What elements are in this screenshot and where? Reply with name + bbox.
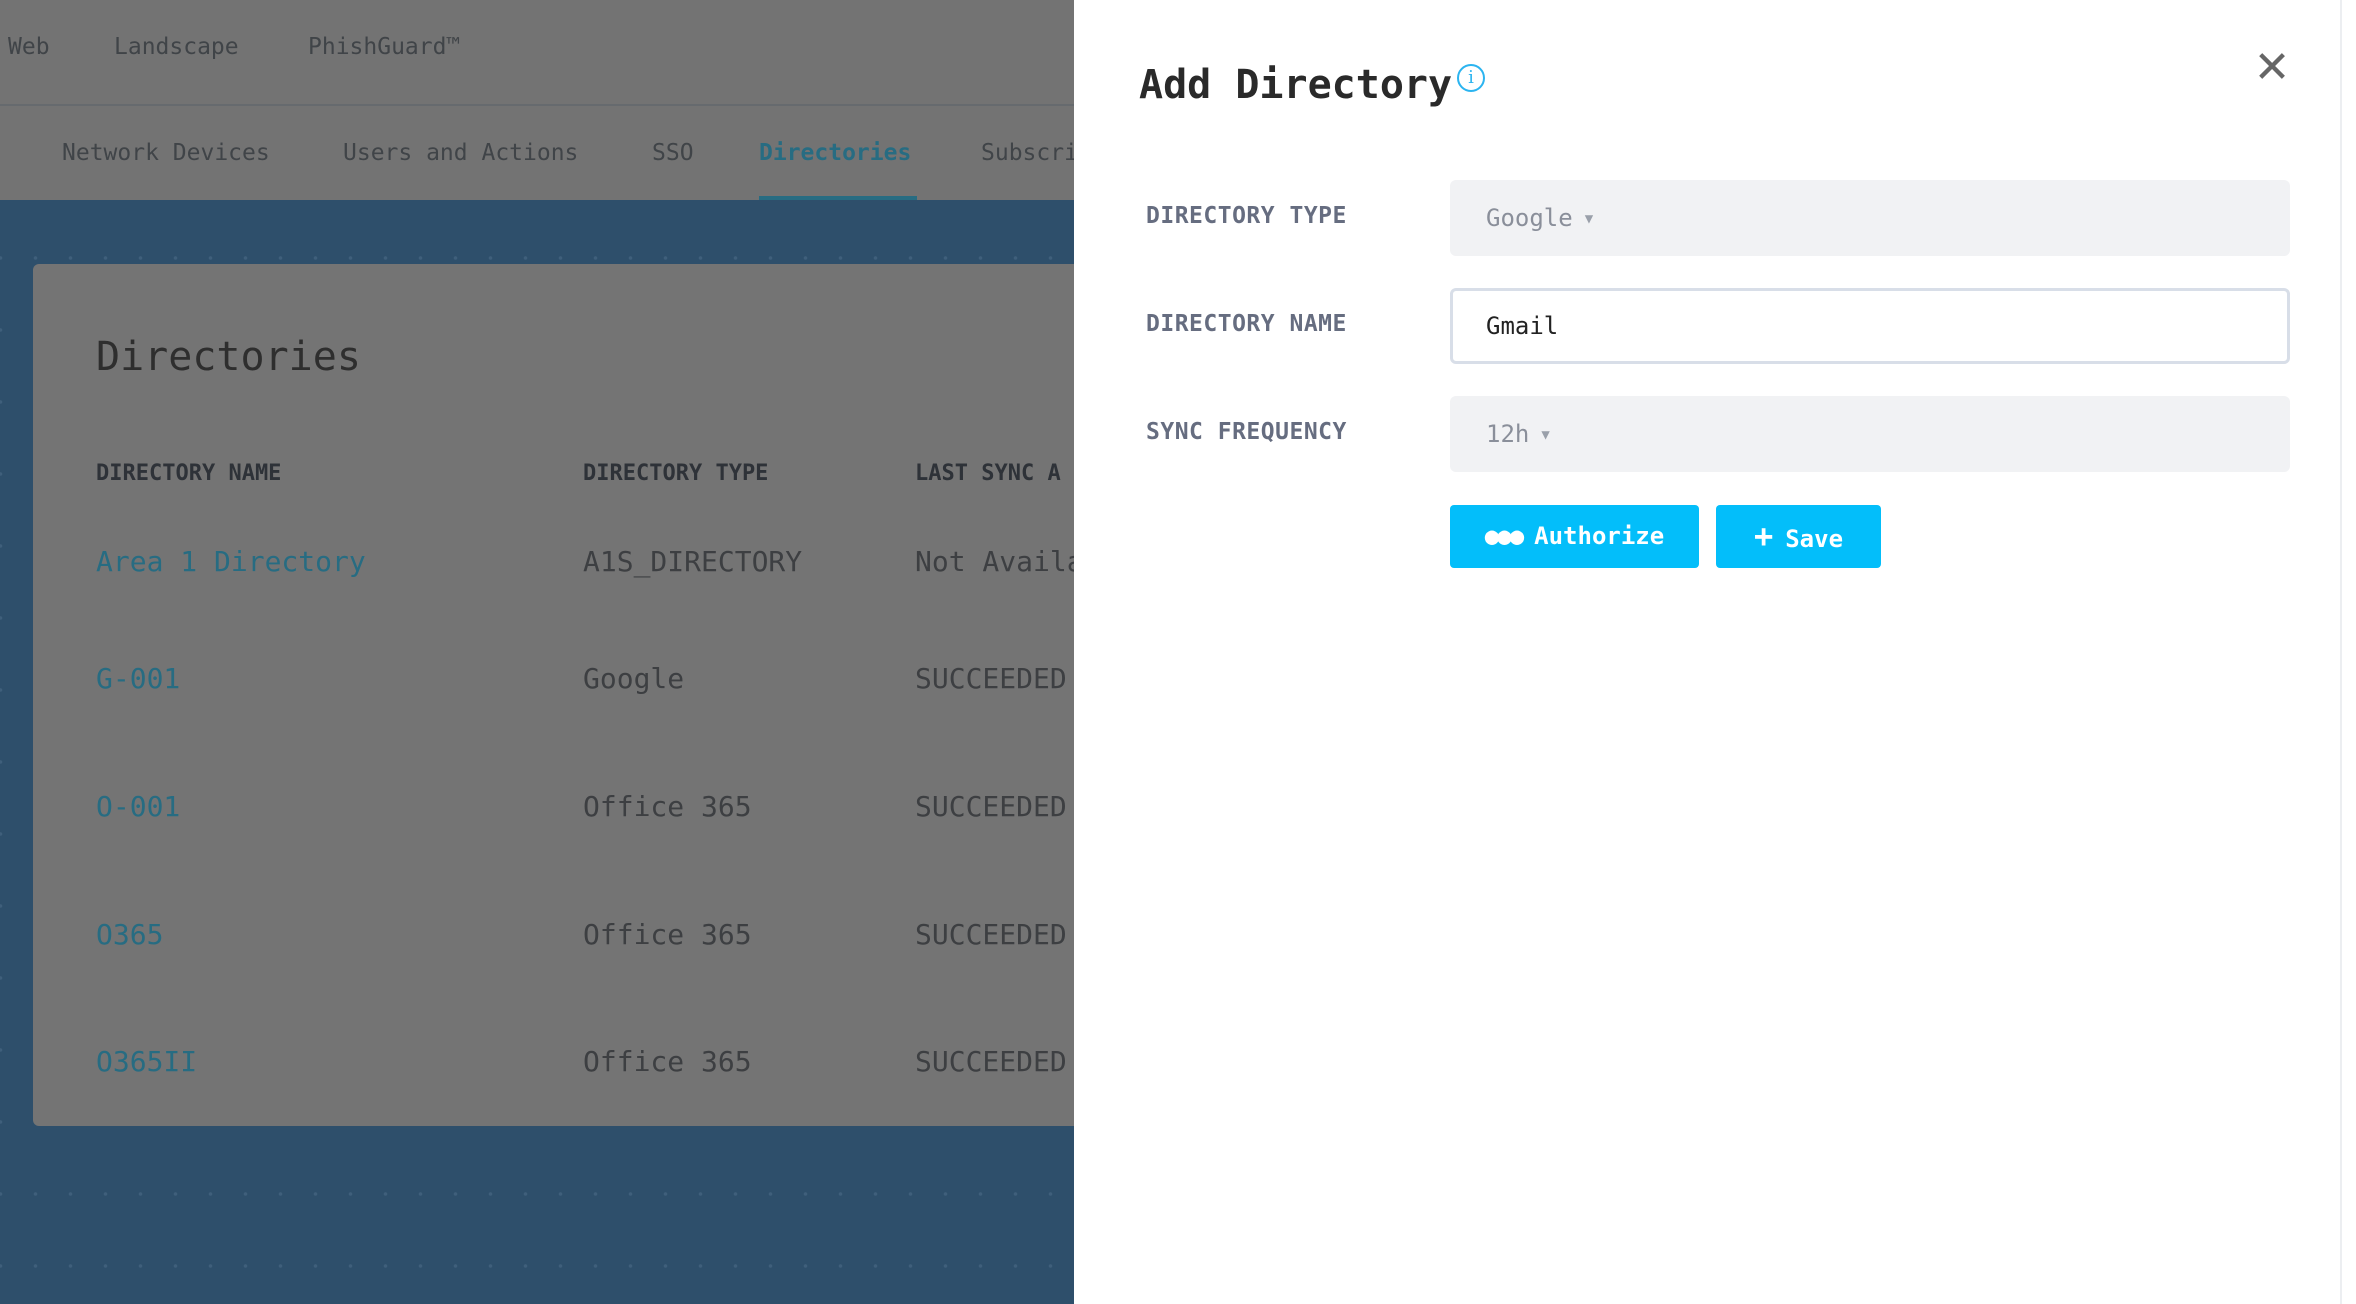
directory-name-label: DIRECTORY NAME <box>1146 311 1347 337</box>
sync-frequency-select[interactable]: 12h ▼ <box>1450 396 2290 472</box>
last-sync-cell: SUCCEEDED <box>915 918 1067 951</box>
header-last-sync[interactable]: LAST SYNC A <box>915 461 1061 486</box>
tab-subscriptions[interactable]: Subscri <box>981 140 1078 166</box>
nav-phishguard[interactable]: PhishGuard™ <box>308 34 461 60</box>
last-sync-cell: Not Availa <box>915 545 1084 578</box>
header-directory-type[interactable]: DIRECTORY TYPE <box>583 461 769 486</box>
scrollbar[interactable] <box>2340 0 2342 1304</box>
directory-name-value: Gmail <box>1486 312 1559 340</box>
directory-name-link[interactable]: Area 1 Directory <box>96 545 366 578</box>
directory-name-link[interactable]: O365II <box>96 1045 198 1078</box>
nav-web[interactable]: Web <box>8 34 50 60</box>
dots-icon: ●●● <box>1484 522 1524 550</box>
caret-down-icon: ▼ <box>1584 211 1594 227</box>
tab-network-devices[interactable]: Network Devices <box>62 140 270 166</box>
directory-name-link[interactable]: O365 <box>96 918 164 951</box>
directory-type-select[interactable]: Google ▼ <box>1450 180 2290 256</box>
last-sync-cell: SUCCEEDED <box>915 790 1067 823</box>
authorize-button[interactable]: ●●● Authorize <box>1450 505 1699 568</box>
card-title: Directories <box>96 334 361 380</box>
directory-name-link[interactable]: O-001 <box>96 790 181 823</box>
info-icon[interactable]: i <box>1457 64 1485 92</box>
directory-type-cell: Google <box>583 662 685 695</box>
directories-card <box>33 264 1074 1126</box>
last-sync-cell: SUCCEEDED <box>915 1045 1067 1078</box>
header-directory-name[interactable]: DIRECTORY NAME <box>96 461 282 486</box>
directory-type-cell: Office 365 <box>583 918 752 951</box>
caret-down-icon: ▼ <box>1541 427 1550 443</box>
directory-type-label: DIRECTORY TYPE <box>1146 203 1347 229</box>
tab-directories[interactable]: Directories <box>759 140 912 166</box>
directory-type-cell: Office 365 <box>583 1045 752 1078</box>
directory-type-cell: A1S_DIRECTORY <box>583 545 803 578</box>
authorize-label: Authorize <box>1534 522 1665 550</box>
tab-users-actions[interactable]: Users and Actions <box>343 140 579 166</box>
save-button[interactable]: + Save <box>1716 505 1881 568</box>
directory-name-link[interactable]: G-001 <box>96 662 181 695</box>
close-icon[interactable]: ✕ <box>2253 42 2291 93</box>
directory-type-value: Google <box>1486 204 1573 232</box>
directory-type-cell: Office 365 <box>583 790 752 823</box>
save-label: Save <box>1785 525 1844 553</box>
plus-icon: + <box>1753 517 1774 555</box>
sync-frequency-value: 12h <box>1486 420 1530 448</box>
last-sync-cell: SUCCEEDED <box>915 662 1067 695</box>
nav-landscape[interactable]: Landscape <box>114 34 239 60</box>
tab-sso[interactable]: SSO <box>652 140 694 166</box>
sync-frequency-label: SYNC FREQUENCY <box>1146 419 1347 445</box>
panel-title: Add Directory <box>1139 62 1453 108</box>
directory-name-input[interactable]: Gmail <box>1450 288 2290 364</box>
active-tab-indicator <box>759 196 917 200</box>
divider <box>0 104 1074 106</box>
